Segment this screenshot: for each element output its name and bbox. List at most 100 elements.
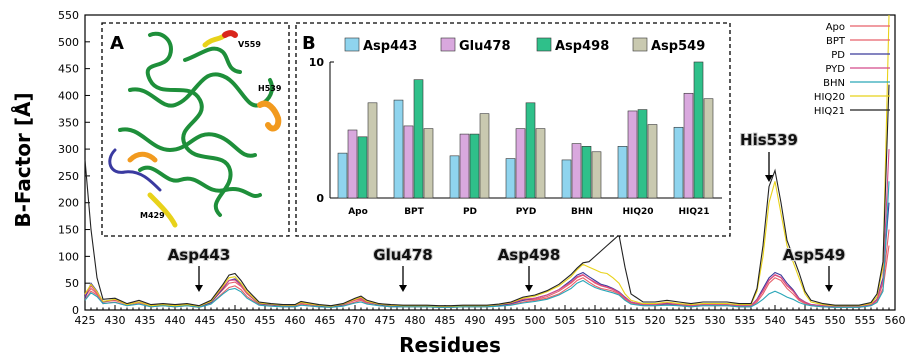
annotation-asp549: Asp549 <box>783 246 846 264</box>
bar-glu478-bpt <box>403 125 414 199</box>
series-line-pyd <box>84 149 890 307</box>
x-tick-label: 540 <box>765 314 786 327</box>
legend-label-bhn: BHN <box>823 78 845 89</box>
annotation-arrowhead <box>399 285 407 292</box>
x-tick-label: 515 <box>615 314 636 327</box>
residue-annotations: Asp443 Glu478 Asp498 His539 Asp549 <box>167 130 846 292</box>
bar-legend-swatch-asp443 <box>344 37 360 52</box>
x-tick-label: 435 <box>135 314 156 327</box>
bar-category-label: HIQ20 <box>622 207 653 217</box>
y-tick-label: 400 <box>58 89 79 102</box>
x-tick-label: 465 <box>315 314 336 327</box>
y-axis: 0 50 100 150 200 250 300 350 400 450 500 550 <box>58 9 90 317</box>
bar-asp498-bhn <box>581 146 592 199</box>
x-axis: 425 430 435 440 445 450 455 460 465 470 475 480 485 4… <box>75 305 905 327</box>
x-tick-label: 455 <box>255 314 276 327</box>
bar-category-label: Apo <box>348 207 368 217</box>
bar-asp549-bhn <box>591 151 602 199</box>
annotation-arrowhead <box>195 285 203 292</box>
bar-asp443-hiq20 <box>617 146 628 199</box>
label-h539: H539 <box>258 84 282 93</box>
legend-label-pd: PD <box>831 50 845 61</box>
bar-legend: Asp443 Glu478 Asp498 Asp549 <box>344 37 705 54</box>
bar-asp443-pd <box>449 155 460 199</box>
y-tick-label: 100 <box>58 250 79 263</box>
x-tick-label: 430 <box>105 314 126 327</box>
bar-asp549-apo <box>367 102 378 199</box>
bar-asp549-pd <box>479 113 490 199</box>
inset-b-frame <box>295 22 731 237</box>
bar-asp498-apo <box>357 136 368 199</box>
label-m429: M429 <box>140 211 165 220</box>
bar-glu478-apo <box>347 129 358 199</box>
bar-category-label: HIQ21 <box>678 207 709 217</box>
x-tick-label: 425 <box>75 314 96 327</box>
annotation-asp443: Asp443 <box>168 246 231 264</box>
bar-asp443-bpt <box>393 99 404 199</box>
x-tick-label: 510 <box>585 314 606 327</box>
legend-label-bpt: BPT <box>826 36 846 47</box>
bar-asp443-hiq21 <box>673 126 684 199</box>
bar-category-label: BPT <box>404 207 424 217</box>
y-tick-label: 0 <box>72 304 79 317</box>
series-line-apo <box>84 245 890 308</box>
x-tick-label: 530 <box>705 314 726 327</box>
annotation-asp498: Asp498 <box>498 246 561 264</box>
label-v559: V559 <box>238 40 261 49</box>
legend: Apo BPT PD PYD BHN HIQ20 HIQ21 <box>814 22 890 117</box>
x-tick-label: 500 <box>525 314 546 327</box>
bar-legend-swatch-asp498 <box>536 37 552 52</box>
bar-legend-label-glu478: Glu478 <box>459 39 511 54</box>
bar-asp498-pd <box>469 133 480 199</box>
x-tick-label: 505 <box>555 314 576 327</box>
annotation-arrowhead <box>765 175 773 182</box>
x-tick-label: 560 <box>885 314 905 327</box>
annotation-his539: His539 <box>740 131 798 149</box>
bar-legend-label-asp549: Asp549 <box>651 39 705 54</box>
y-tick-label: 50 <box>65 277 79 290</box>
inset-a-label: A <box>110 33 124 54</box>
y-tick-label: 250 <box>58 170 79 183</box>
bar-asp498-bpt <box>413 79 424 199</box>
inset-b: B Asp443 Glu478 Asp498 Asp549 0 10 Apo BPT PD PY… <box>295 22 731 237</box>
y-tick-label: 350 <box>58 116 79 129</box>
bar-glu478-hiq20 <box>627 110 638 199</box>
bar-asp443-pyd <box>505 158 516 199</box>
line-series-group <box>84 14 890 308</box>
bar-asp549-bpt <box>423 128 434 199</box>
bar-y-tick-label: 0 <box>316 192 324 205</box>
bar-legend-label-asp498: Asp498 <box>555 39 609 54</box>
legend-label-hiq20: HIQ20 <box>814 92 845 103</box>
x-tick-label: 440 <box>165 314 186 327</box>
x-tick-label: 470 <box>345 314 366 327</box>
x-tick-label: 535 <box>735 314 756 327</box>
x-tick-label: 495 <box>495 314 516 327</box>
x-tick-label: 490 <box>465 314 486 327</box>
x-tick-label: 450 <box>225 314 246 327</box>
bar-asp549-hiq21 <box>703 98 714 199</box>
x-tick-label: 460 <box>285 314 306 327</box>
inset-a: A V559 H539 M429 <box>101 22 290 237</box>
series-line-bhn <box>84 181 890 308</box>
x-tick-label: 555 <box>855 314 876 327</box>
bar-glu478-pyd <box>515 128 526 199</box>
bar-category-label: BHN <box>571 207 593 217</box>
y-tick-label: 300 <box>58 143 79 156</box>
bar-legend-swatch-asp549 <box>632 37 648 52</box>
bar-asp498-hiq20 <box>637 109 648 199</box>
protein-structure-image <box>108 30 282 228</box>
series-line-hiq21 <box>84 84 890 307</box>
y-tick-label: 450 <box>58 63 79 76</box>
series-line-bpt <box>84 229 890 308</box>
y-tick-label: 550 <box>58 9 79 22</box>
y-tick-label: 150 <box>58 224 79 237</box>
y-axis-label: B-Factor [Å] <box>11 92 35 227</box>
bar-asp498-pyd <box>525 102 536 199</box>
bar-glu478-pd <box>459 133 470 199</box>
bar-asp549-pyd <box>535 128 546 199</box>
legend-label-hiq21: HIQ21 <box>814 106 845 117</box>
x-tick-label: 445 <box>195 314 216 327</box>
x-tick-label: 520 <box>645 314 666 327</box>
x-tick-label: 545 <box>795 314 816 327</box>
